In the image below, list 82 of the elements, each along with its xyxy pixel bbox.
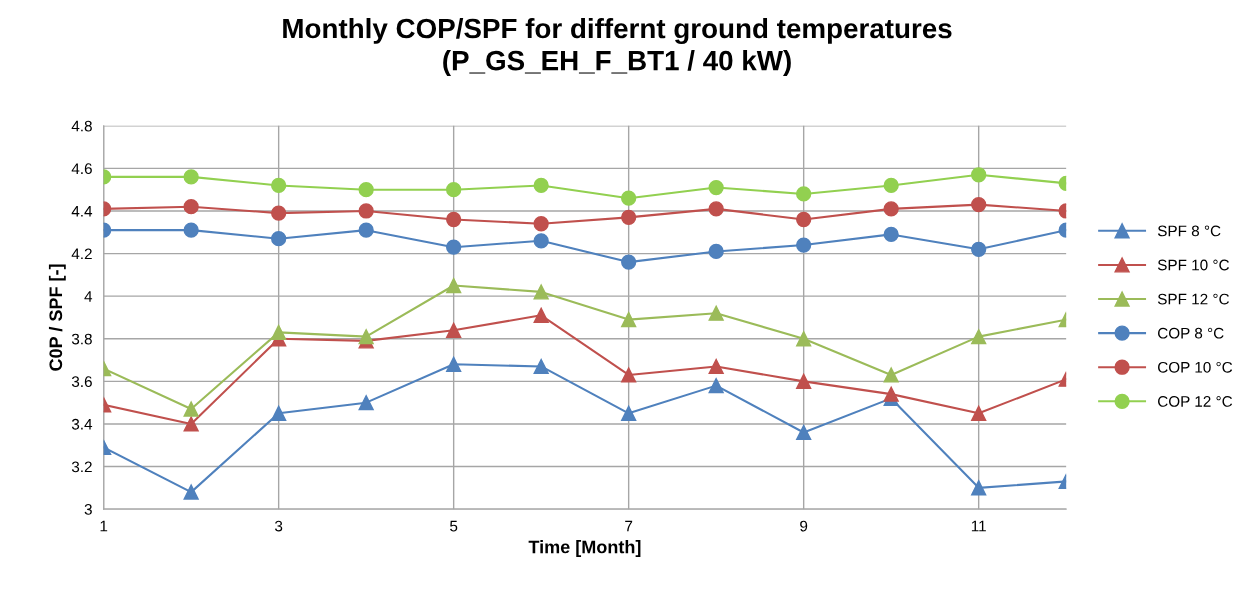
y-tick-label: 3.6 <box>71 376 92 388</box>
x-tick-label: 11 <box>971 520 986 532</box>
point <box>971 480 987 496</box>
point <box>883 201 899 217</box>
point <box>883 177 899 194</box>
point <box>796 237 812 253</box>
point <box>271 405 287 421</box>
point <box>621 209 637 226</box>
point <box>708 201 724 217</box>
point <box>533 358 549 375</box>
y-tick-label: 3 <box>84 504 92 515</box>
point <box>971 241 987 257</box>
point <box>358 203 374 219</box>
point <box>796 211 812 228</box>
point <box>971 328 987 345</box>
legend-label: COP 8 °C <box>1158 327 1224 339</box>
point <box>533 233 549 249</box>
point <box>446 356 462 372</box>
y-tick-label: 3.8 <box>71 333 92 345</box>
point <box>796 373 812 390</box>
point <box>796 186 812 202</box>
point <box>183 401 199 417</box>
point <box>533 177 549 194</box>
y-tick-label: 4.6 <box>71 163 92 175</box>
point <box>271 231 287 247</box>
point <box>533 307 549 323</box>
point <box>271 205 287 221</box>
point <box>708 377 724 394</box>
point <box>183 416 199 432</box>
y-axis-title: C0P / SPF [-] <box>48 264 66 371</box>
legend-label: SPF 10 °C <box>1157 259 1229 271</box>
legend-label: COP 12 °C <box>1158 396 1233 407</box>
point <box>183 484 199 500</box>
y-tick-label: 3.4 <box>71 418 93 430</box>
point <box>183 222 199 238</box>
point <box>883 226 899 243</box>
point <box>271 324 287 341</box>
point <box>883 367 899 383</box>
point <box>358 395 374 411</box>
point <box>796 331 812 347</box>
x-tick-label: 9 <box>800 520 808 532</box>
point <box>883 386 899 402</box>
x-axis-title: Time [Month] <box>528 540 641 557</box>
y-tick-label: 4.8 <box>71 120 92 132</box>
legend-label: SPF 8 °C <box>1157 225 1221 237</box>
point <box>971 405 987 421</box>
point <box>271 177 287 194</box>
point <box>708 305 724 321</box>
point <box>446 211 462 228</box>
x-tick-label: 1 <box>100 520 108 532</box>
point <box>358 222 374 238</box>
point <box>358 182 374 198</box>
y-tick-label: 4 <box>84 291 93 302</box>
y-tick-label: 4.4 <box>71 206 93 217</box>
legend-label: COP 10 °C <box>1158 361 1233 373</box>
point <box>183 199 199 215</box>
point <box>621 254 637 270</box>
y-tick-label: 4.2 <box>71 248 92 260</box>
point <box>708 358 724 375</box>
point <box>533 284 549 300</box>
chart-title: Monthly COP/SPF for differnt ground temperatures (P_GS_EH_F_BT1 / 40 kW) <box>283 17 952 76</box>
point <box>358 328 374 345</box>
point <box>621 311 637 328</box>
point <box>183 169 199 185</box>
point <box>446 322 462 338</box>
point <box>708 179 724 196</box>
x-tick-label: 3 <box>274 520 283 532</box>
point <box>708 243 724 260</box>
point <box>621 190 637 206</box>
point <box>971 167 987 183</box>
point <box>446 277 462 294</box>
x-tick-label: 5 <box>450 520 458 532</box>
point <box>971 196 987 213</box>
point <box>446 182 462 198</box>
x-tick-label: 7 <box>625 520 633 532</box>
point <box>796 424 812 441</box>
y-tick-label: 3.2 <box>71 461 92 473</box>
point <box>446 239 462 255</box>
legend-label: SPF 12 °C <box>1157 293 1229 305</box>
point <box>621 405 637 421</box>
point <box>621 367 637 383</box>
point <box>533 216 549 232</box>
